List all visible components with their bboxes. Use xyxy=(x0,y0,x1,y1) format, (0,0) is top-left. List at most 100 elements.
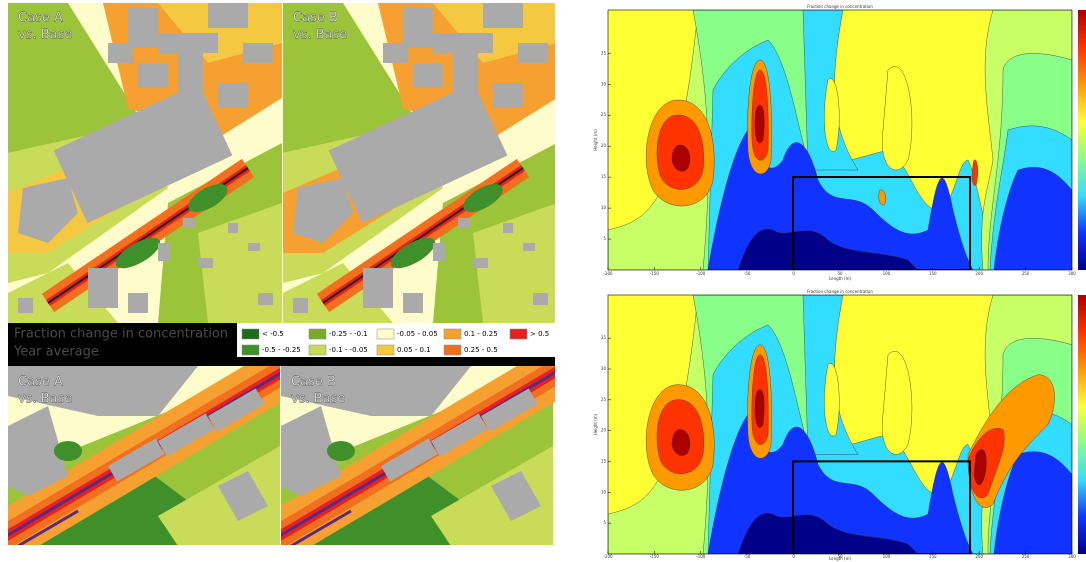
x-tick-label: -200 xyxy=(603,271,613,276)
x-tick-label: 150 xyxy=(929,271,937,276)
x-tick-label: 300 xyxy=(1068,554,1076,559)
y-tick-label: 35 xyxy=(601,50,607,55)
y-tick-label: 25 xyxy=(601,112,607,117)
y-axis-label: Height (m) xyxy=(593,413,598,435)
map-content xyxy=(283,3,557,323)
y-tick-label: 15 xyxy=(601,174,607,179)
legend-label: 0.05 - 0.1 xyxy=(397,346,431,354)
contour xyxy=(672,429,690,455)
plot-content xyxy=(608,10,1072,270)
legend-title: Fraction change in concentration xyxy=(14,327,228,342)
building xyxy=(228,223,238,233)
case-label: Case B xyxy=(291,375,336,390)
y-tick-label: 10 xyxy=(601,489,607,494)
legend-label: 0.25 - 0.5 xyxy=(464,346,498,354)
building xyxy=(473,258,488,268)
building xyxy=(293,298,308,313)
building xyxy=(383,43,408,63)
building xyxy=(413,63,443,88)
building xyxy=(523,243,535,251)
plot-title: Fraction change in concentration xyxy=(807,4,873,9)
building xyxy=(403,8,433,48)
x-axis-label: Length (m) xyxy=(829,276,852,281)
building xyxy=(158,33,218,53)
case-label: Case B xyxy=(293,11,338,26)
x-tick-label: -200 xyxy=(603,554,613,559)
y-tick-label: 20 xyxy=(601,143,607,148)
case-label: Case A xyxy=(18,375,63,390)
legend-swatch xyxy=(377,345,394,355)
figure: Fraction change in concentration Year av… xyxy=(0,0,1086,562)
case-label: vs. Base xyxy=(18,28,72,43)
x-tick-label: -50 xyxy=(744,271,751,276)
colorbar xyxy=(1078,10,1086,270)
building xyxy=(218,83,248,108)
building xyxy=(248,243,260,251)
legend-label: -0.05 - 0.05 xyxy=(397,330,438,338)
building xyxy=(243,43,273,63)
building xyxy=(158,243,170,261)
legend-swatch xyxy=(242,329,259,339)
building xyxy=(453,53,478,93)
legend-swatch xyxy=(309,345,326,355)
colorbar xyxy=(1078,295,1086,554)
y-tick-label: 20 xyxy=(601,428,607,433)
map xyxy=(8,3,282,323)
y-axis-label: Height (m) xyxy=(593,129,598,151)
building xyxy=(403,293,423,313)
building xyxy=(503,223,513,233)
contour xyxy=(755,390,764,428)
map xyxy=(283,3,557,323)
legend-swatch xyxy=(444,345,461,355)
building xyxy=(138,63,168,88)
zone xyxy=(327,441,355,461)
contour xyxy=(672,145,690,171)
building xyxy=(518,43,548,63)
y-tick-label: 15 xyxy=(601,459,607,464)
case-label: Case A xyxy=(18,11,63,26)
x-tick-label: 150 xyxy=(929,554,937,559)
case-label: vs. Base xyxy=(293,28,347,43)
building xyxy=(208,3,248,28)
x-tick-label: -150 xyxy=(650,271,660,276)
legend-label: -0.5 - -0.25 xyxy=(262,346,301,354)
y-tick-label: 35 xyxy=(601,335,607,340)
x-tick-label: 250 xyxy=(1022,271,1030,276)
x-tick-label: -100 xyxy=(696,271,706,276)
legend-swatch xyxy=(510,329,527,339)
y-tick-label: 30 xyxy=(601,81,607,86)
x-tick-label: 100 xyxy=(883,554,891,559)
building xyxy=(128,293,148,313)
legend-label: < -0.5 xyxy=(262,330,284,338)
x-tick-label: -150 xyxy=(650,554,660,559)
building xyxy=(183,218,195,228)
legend-label: -0.25 - -0.1 xyxy=(329,330,368,338)
legend-swatch xyxy=(377,329,394,339)
x-tick-label: 100 xyxy=(883,271,891,276)
building xyxy=(458,218,470,228)
y-tick-label: 10 xyxy=(601,205,607,210)
y-tick-label: 25 xyxy=(601,397,607,402)
legend-subtitle: Year average xyxy=(13,345,99,360)
building xyxy=(433,33,493,53)
legend-swatch xyxy=(309,329,326,339)
building xyxy=(178,53,203,93)
legend-label: -0.1 - -0.05 xyxy=(329,346,368,354)
building xyxy=(198,258,213,268)
x-tick-label: 50 xyxy=(837,271,843,276)
building xyxy=(533,293,548,305)
building xyxy=(88,268,118,308)
building xyxy=(483,3,523,28)
x-tick-label: 250 xyxy=(1022,554,1030,559)
x-tick-label: 300 xyxy=(1068,271,1076,276)
x-tick-label: -50 xyxy=(744,554,751,559)
building xyxy=(433,243,445,261)
case-label: vs. Base xyxy=(291,392,345,407)
plot-content xyxy=(608,295,1072,554)
building xyxy=(363,268,393,308)
legend-swatch xyxy=(444,329,461,339)
x-tick-label: 200 xyxy=(975,271,983,276)
building xyxy=(258,293,273,305)
building xyxy=(128,8,158,48)
y-tick-label: 30 xyxy=(601,366,607,371)
